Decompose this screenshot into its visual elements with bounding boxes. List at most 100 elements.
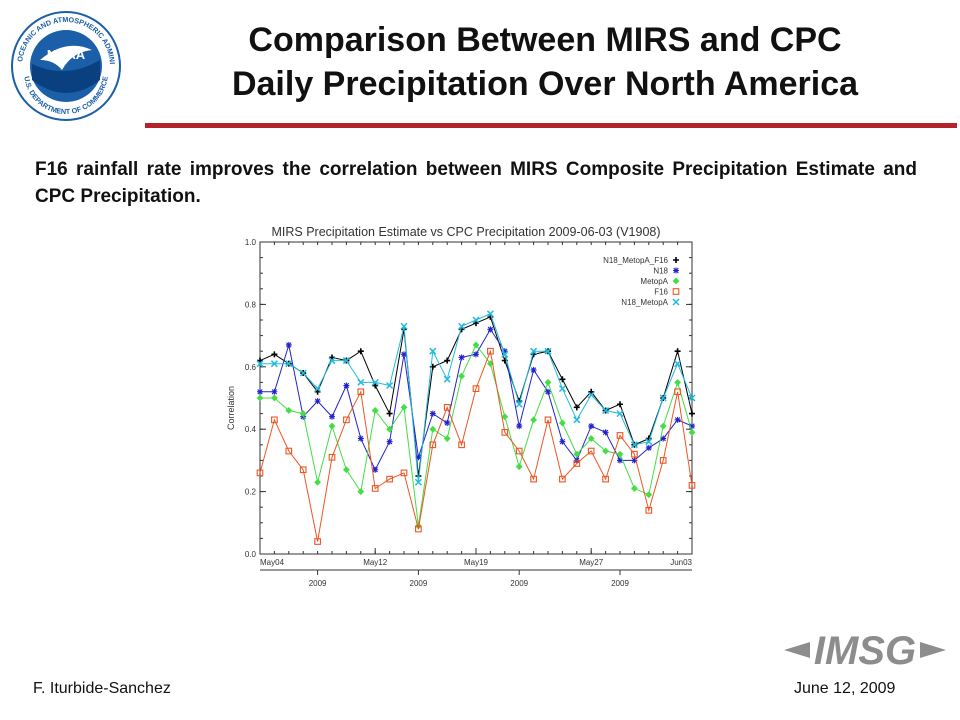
data-point (271, 351, 278, 358)
data-point (587, 447, 595, 455)
data-point (573, 450, 581, 458)
data-point (257, 357, 263, 364)
title-divider (145, 123, 957, 128)
imsg-logo: IMSG (784, 629, 946, 673)
data-point (602, 447, 610, 455)
data-point (515, 400, 523, 408)
data-point (516, 423, 523, 430)
data-point (342, 357, 350, 365)
data-point (530, 416, 538, 424)
summary-text: F16 rainfall rate improves the correlati… (35, 159, 917, 207)
chart-title: MIRS Precipitation Estimate vs CPC Preci… (271, 225, 660, 239)
data-point (558, 419, 566, 427)
y-tick-label: 0.2 (245, 488, 257, 497)
data-point (285, 447, 293, 455)
data-point (689, 410, 695, 417)
data-point (501, 428, 509, 436)
series-line (260, 328, 693, 471)
series-n18-metopa-f16 (257, 313, 695, 479)
data-point (631, 450, 638, 458)
x-tick-label: May19 (464, 558, 489, 567)
data-point (573, 416, 581, 424)
data-point (386, 410, 393, 417)
data-point (660, 435, 667, 442)
data-point (573, 460, 581, 467)
data-point (415, 525, 422, 533)
data-point (674, 416, 681, 423)
data-point (602, 429, 609, 436)
data-point (659, 394, 667, 402)
data-point (443, 375, 451, 383)
x-tick-label: May12 (363, 558, 388, 567)
data-point (674, 348, 681, 355)
legend-marker (673, 257, 679, 263)
data-point (372, 382, 379, 389)
data-point (429, 347, 437, 355)
legend-label: N18_MetopA (621, 298, 668, 307)
data-point (645, 506, 653, 514)
data-point (631, 457, 638, 464)
data-point (299, 410, 307, 418)
y-tick-label: 0.6 (245, 363, 257, 372)
legend-marker (673, 267, 679, 274)
data-point (429, 410, 436, 417)
series-line (260, 313, 693, 483)
title-line-1: Comparison Between MIRS and CPC (248, 21, 842, 59)
author-name: F. Iturbide-Sanchez (33, 680, 171, 697)
legend-marker (672, 288, 680, 295)
data-point (285, 360, 293, 368)
data-point (688, 482, 696, 489)
data-point (545, 388, 551, 395)
data-point (299, 466, 307, 474)
data-point (444, 357, 451, 364)
data-point (616, 450, 624, 458)
correlation-chart: MIRS Precipitation Estimate vs CPC Preci… (226, 225, 696, 588)
data-point (602, 475, 609, 483)
data-point (659, 457, 667, 464)
presentation-date: June 12, 2009 (794, 680, 896, 697)
series-n18-metopa (256, 310, 696, 486)
data-point (587, 435, 595, 442)
data-point (271, 416, 278, 424)
data-point (386, 381, 394, 390)
data-point (472, 341, 480, 349)
data-point (515, 447, 523, 455)
data-point (616, 432, 624, 439)
data-point (314, 388, 321, 395)
data-point (371, 378, 379, 386)
data-point (501, 350, 509, 358)
data-point (329, 354, 335, 361)
data-point (256, 394, 264, 402)
legend-marker (672, 298, 680, 306)
data-point (487, 326, 494, 333)
data-point (559, 475, 566, 483)
data-point (299, 369, 307, 377)
data-point (530, 366, 537, 373)
data-point (414, 478, 422, 486)
data-point (429, 441, 437, 449)
data-point (314, 385, 322, 393)
data-point (501, 348, 508, 355)
data-point (329, 413, 335, 420)
series-metopa (256, 341, 696, 530)
data-point (688, 394, 696, 402)
year-tick-label: 2009 (510, 579, 528, 588)
y-tick-label: 0.0 (245, 550, 257, 559)
data-point (357, 378, 365, 386)
data-point (486, 310, 494, 318)
data-point (400, 322, 408, 330)
data-point (674, 378, 682, 386)
data-point (343, 382, 350, 389)
series-line (259, 316, 693, 477)
data-point (645, 491, 653, 499)
series-line (259, 349, 693, 542)
data-point (314, 478, 322, 486)
y-axis-label: Correlation (226, 386, 236, 430)
legend-marker (672, 277, 680, 285)
data-point (443, 404, 451, 411)
data-point (515, 463, 523, 471)
year-tick-label: 2009 (309, 579, 327, 588)
data-point (544, 378, 552, 386)
data-point (501, 413, 509, 421)
y-tick-label: 0.8 (245, 300, 257, 309)
